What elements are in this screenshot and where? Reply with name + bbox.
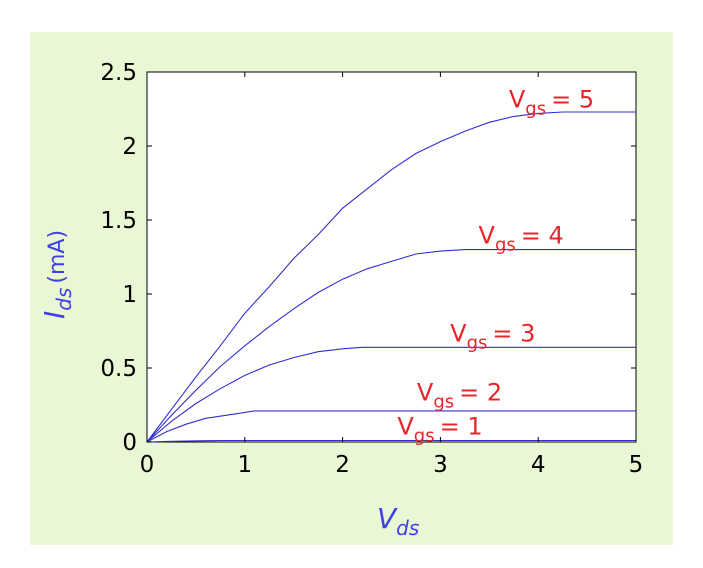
curve-label-vgs-5: Vgs = 5 [509,86,594,120]
y-tick-label: 0.5 [100,356,137,382]
x-tick-label: 2 [335,452,350,478]
curve-label-vgs-3: Vgs = 3 [450,319,535,353]
curve-vgs-5 [146,111,636,443]
ticks-group: 0 1 2 3 4 5 0 0.5 1 1.5 2 2.5 [100,60,643,478]
curve-vgs-4 [146,249,636,443]
y-tick-label: 2 [122,134,137,160]
y-axis-label: Ids(mA) [38,230,76,319]
x-tick-label: 1 [237,452,252,478]
y-tick-label: 1 [122,282,137,308]
x-axis-label: Vds [377,502,419,540]
curve-label-vgs-1: Vgs = 1 [397,413,482,447]
x-tick-label: 4 [531,452,546,478]
curve-label-vgs-4: Vgs = 4 [479,222,564,256]
curve-vgs-3 [146,346,636,443]
y-tick-label: 0 [122,430,137,456]
x-tick-label: 5 [629,452,644,478]
x-tick-label: 0 [140,452,155,478]
y-tick-label: 1.5 [100,208,137,234]
curve-label-vgs-2: Vgs = 2 [417,379,502,413]
curve-vgs-2 [146,410,636,443]
y-tick-label: 2.5 [100,60,137,86]
x-tick-label: 3 [433,452,448,478]
curves-group [146,111,636,443]
plot-area [146,71,637,443]
